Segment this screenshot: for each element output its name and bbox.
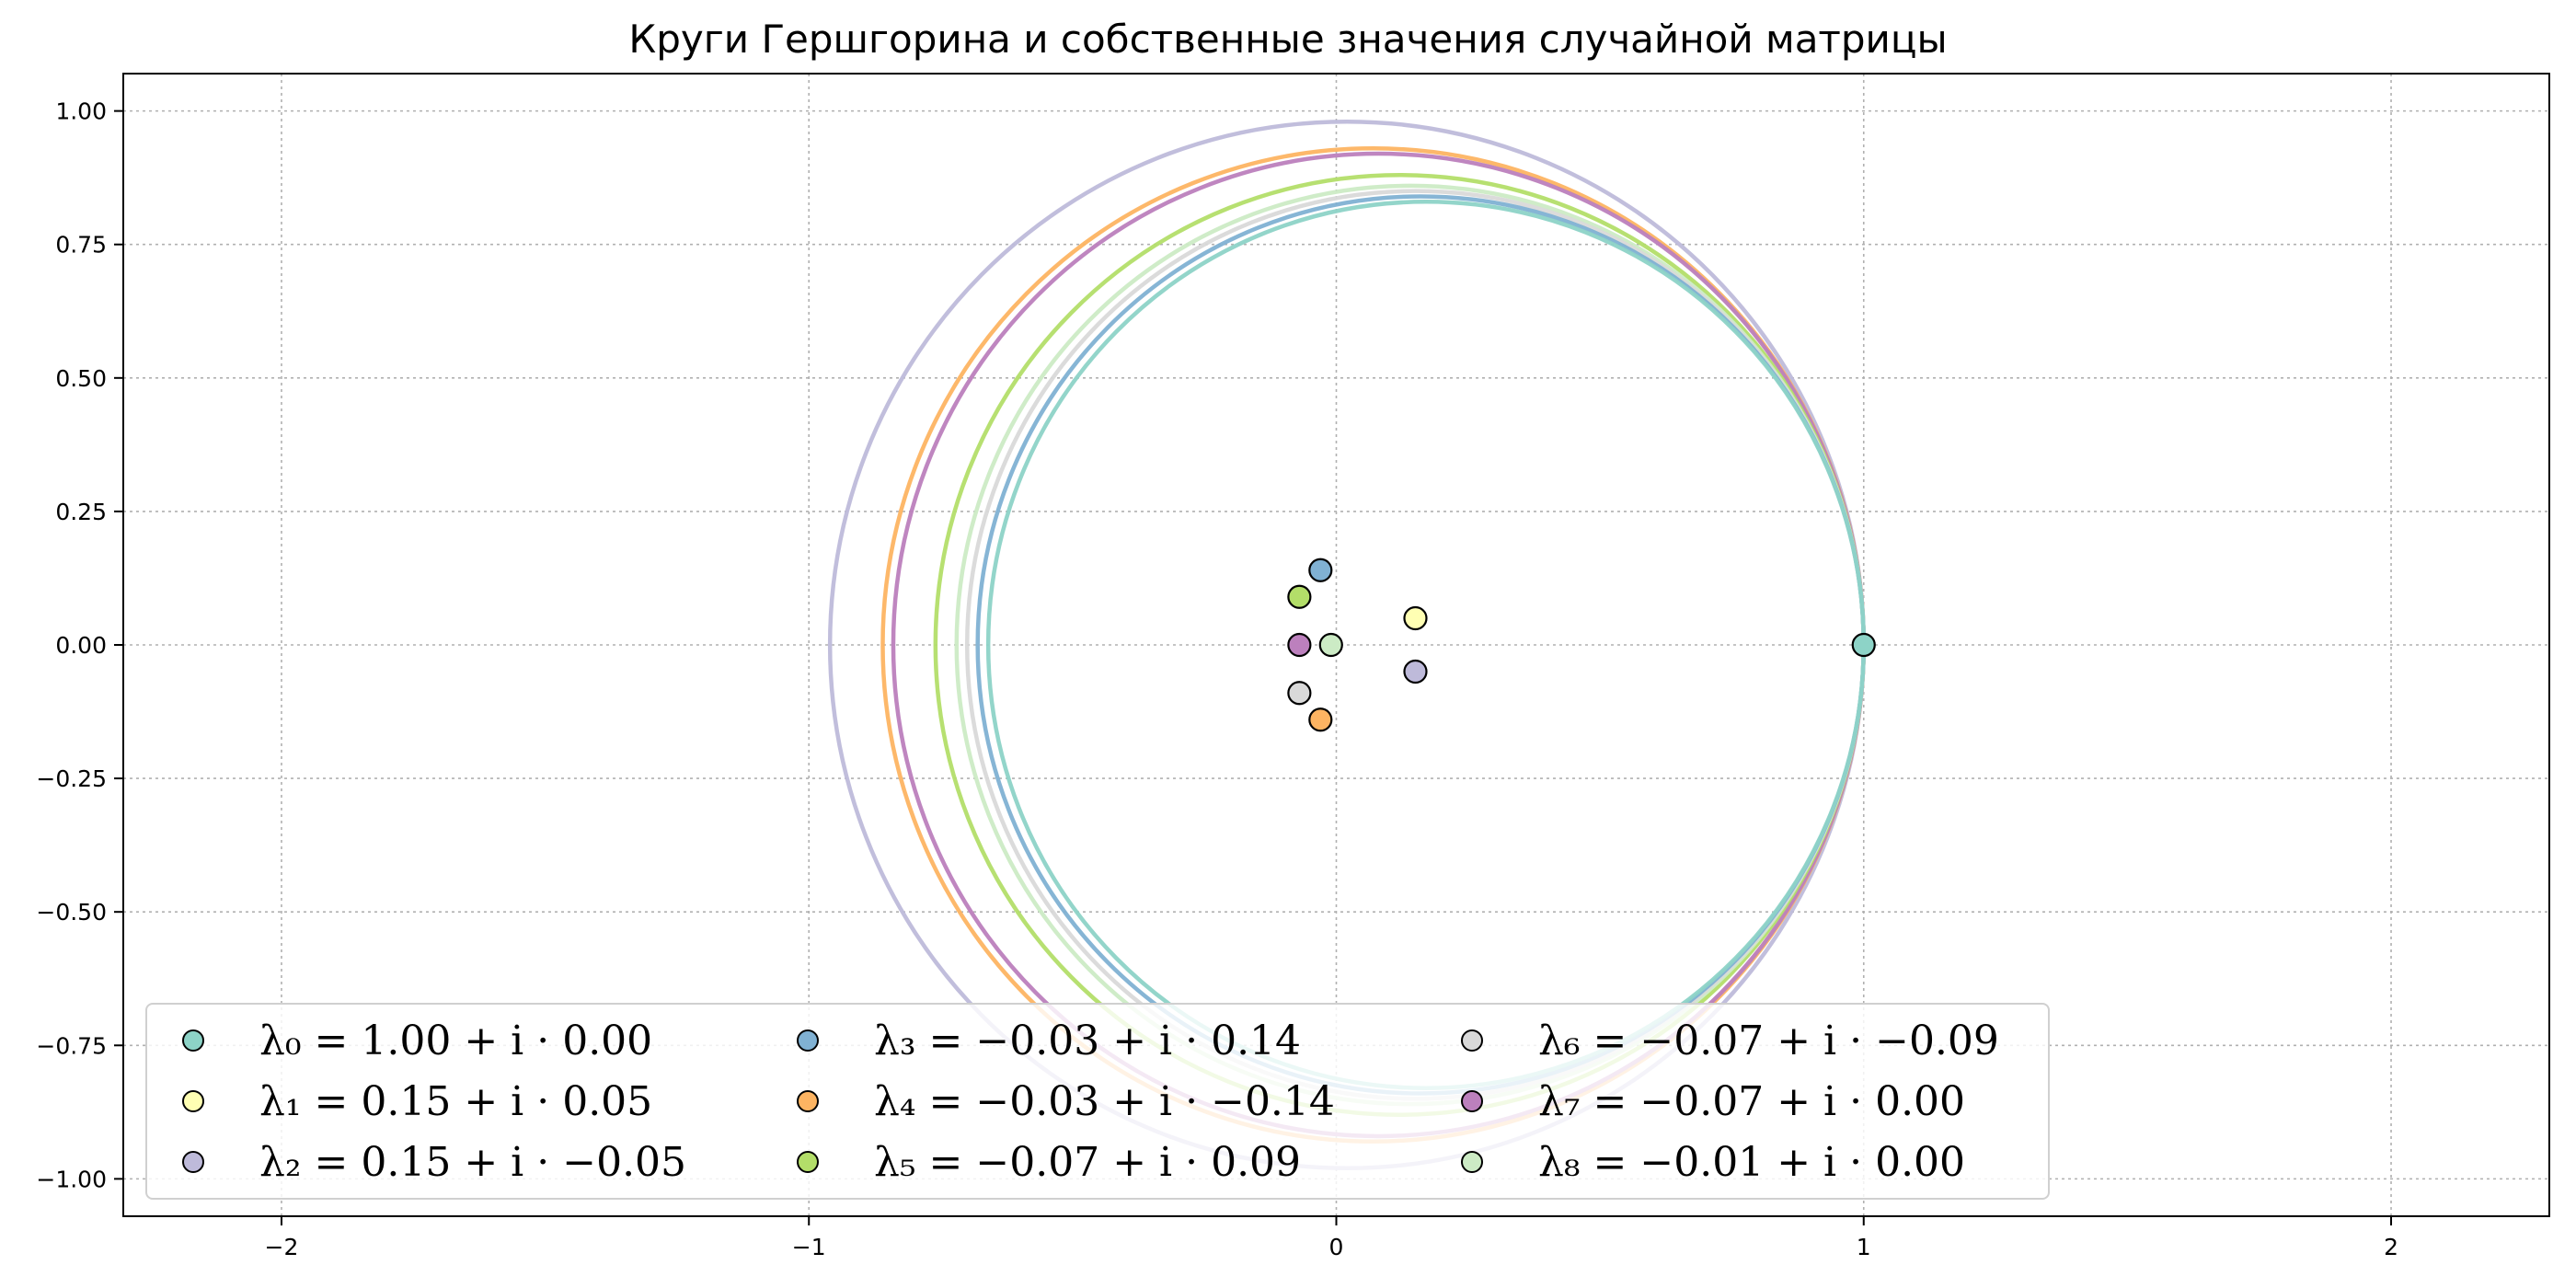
eigenvalue-point <box>1287 632 1312 658</box>
legend-label: λ₃ = −0.03 + i · 0.14 <box>874 1017 1302 1064</box>
legend-item: λ₂ = 0.15 + i · −0.05 <box>182 1132 686 1192</box>
y-tick-label: −0.50 <box>36 899 107 926</box>
y-tick-label: 0.00 <box>55 632 107 659</box>
x-tick-label: −2 <box>265 1234 299 1260</box>
legend-item: λ₃ = −0.03 + i · 0.14 <box>797 1010 1301 1071</box>
legend-item: λ₁ = 0.15 + i · 0.05 <box>182 1071 652 1132</box>
eigenvalue-point <box>1287 681 1312 706</box>
legend-label: λ₁ = 0.15 + i · 0.05 <box>259 1077 653 1125</box>
eigenvalue-points <box>1287 558 1876 732</box>
x-tick-label: 1 <box>1857 1234 1871 1260</box>
legend-marker <box>1461 1029 1483 1052</box>
legend-marker <box>797 1090 819 1112</box>
legend-marker <box>182 1090 204 1112</box>
axis-ticks: −2 −1 0 1 2 1.00 0.75 0.50 0.25 0.00 −0.25 −0.50 −0.… <box>36 98 2398 1260</box>
legend-item: λ₀ = 1.00 + i · 0.00 <box>182 1010 652 1071</box>
legend-marker <box>182 1029 204 1052</box>
y-tick-label: 0.75 <box>55 232 107 259</box>
eigenvalue-point <box>1403 659 1428 684</box>
legend-label: λ₆ = −0.07 + i · −0.09 <box>1538 1017 1999 1064</box>
y-tick-label: 0.50 <box>55 365 107 392</box>
chart-title: Круги Гершгорина и собственные значения … <box>628 17 1948 62</box>
legend-item: λ₅ = −0.07 + i · 0.09 <box>797 1132 1301 1192</box>
eigenvalue-point <box>1403 605 1428 631</box>
eigenvalue-point <box>1287 584 1312 609</box>
eigenvalue-point <box>1308 558 1333 582</box>
legend-marker <box>1461 1151 1483 1173</box>
x-tick-label: 2 <box>2384 1234 2398 1260</box>
legend-label: λ₂ = 0.15 + i · −0.05 <box>259 1138 687 1186</box>
legend-item: λ₄ = −0.03 + i · −0.14 <box>797 1071 1335 1132</box>
x-tick-label: −1 <box>792 1234 826 1260</box>
y-tick-label: 1.00 <box>55 98 107 125</box>
legend-label: λ₀ = 1.00 + i · 0.00 <box>259 1017 653 1064</box>
eigenvalue-point <box>1318 632 1343 658</box>
y-tick-label: 0.25 <box>55 499 107 525</box>
legend-marker <box>182 1151 204 1173</box>
legend: λ₀ = 1.00 + i · 0.00 λ₁ = 0.15 + i · 0.05… <box>145 1003 2050 1200</box>
legend-item: λ₈ = −0.01 + i · 0.00 <box>1461 1132 1965 1192</box>
legend-marker <box>797 1029 819 1052</box>
legend-label: λ₇ = −0.07 + i · 0.00 <box>1538 1077 1966 1125</box>
legend-item: λ₇ = −0.07 + i · 0.00 <box>1461 1071 1965 1132</box>
x-tick-label: 0 <box>1329 1234 1344 1260</box>
y-tick-label: −0.25 <box>36 765 107 792</box>
plot-frame <box>122 73 2550 1217</box>
legend-label: λ₄ = −0.03 + i · −0.14 <box>874 1077 1335 1125</box>
y-tick-label: −1.00 <box>36 1166 107 1192</box>
y-tick-label: −0.75 <box>36 1032 107 1059</box>
eigenvalue-point <box>1308 707 1333 732</box>
legend-label: λ₅ = −0.07 + i · 0.09 <box>874 1138 1302 1186</box>
legend-label: λ₈ = −0.01 + i · 0.00 <box>1538 1138 1966 1186</box>
legend-marker <box>797 1151 819 1173</box>
legend-marker <box>1461 1090 1483 1112</box>
legend-item: λ₆ = −0.07 + i · −0.09 <box>1461 1010 1999 1071</box>
eigenvalue-point <box>1851 632 1876 658</box>
